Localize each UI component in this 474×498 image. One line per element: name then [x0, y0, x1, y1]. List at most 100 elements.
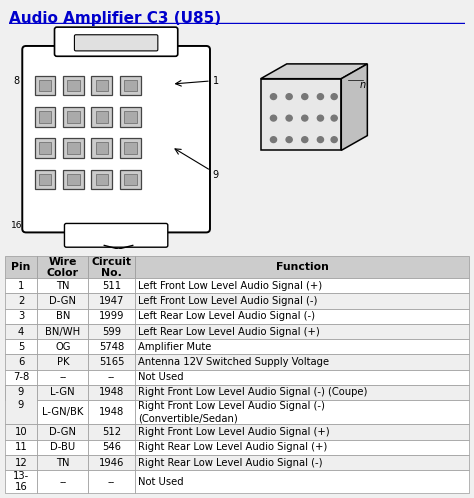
Bar: [135, 470, 469, 493]
Bar: [135, 355, 469, 370]
Text: 546: 546: [102, 442, 121, 452]
Text: 2: 2: [18, 296, 24, 306]
Bar: [5, 470, 37, 493]
Text: 13-
16: 13- 16: [13, 471, 29, 493]
Text: 9: 9: [18, 400, 24, 410]
Bar: [135, 424, 469, 440]
Bar: [120, 76, 141, 95]
Bar: [135, 278, 469, 293]
Circle shape: [318, 115, 324, 121]
Bar: [63, 170, 84, 189]
Text: 1: 1: [213, 76, 219, 86]
Text: TN: TN: [56, 458, 70, 468]
Bar: [5, 324, 37, 339]
Circle shape: [270, 94, 277, 100]
Bar: [91, 107, 112, 126]
Text: 1948: 1948: [99, 407, 124, 417]
Bar: [37, 278, 88, 293]
FancyBboxPatch shape: [64, 224, 168, 247]
Text: 1: 1: [18, 281, 24, 291]
Bar: [37, 385, 88, 400]
Bar: [35, 76, 55, 95]
Text: 10: 10: [15, 427, 27, 437]
Bar: [135, 455, 469, 470]
Text: Right Front Low Level Audio Signal (-) (Coupe): Right Front Low Level Audio Signal (-) (…: [138, 387, 367, 397]
Bar: [135, 400, 469, 424]
Bar: [63, 138, 84, 158]
Bar: [120, 107, 141, 126]
Text: 511: 511: [102, 281, 121, 291]
Bar: [135, 370, 469, 385]
Bar: [67, 111, 80, 123]
Circle shape: [286, 94, 292, 100]
Text: BN: BN: [55, 311, 70, 321]
Bar: [37, 324, 88, 339]
Text: Not Used: Not Used: [138, 477, 184, 487]
Text: 5165: 5165: [99, 357, 124, 367]
Text: Wire
Color: Wire Color: [47, 256, 79, 278]
Bar: [37, 455, 88, 470]
Bar: [5, 370, 37, 385]
Bar: [5, 440, 37, 455]
Circle shape: [286, 115, 292, 121]
Bar: [88, 278, 135, 293]
Text: Left Front Low Level Audio Signal (+): Left Front Low Level Audio Signal (+): [138, 281, 322, 291]
Polygon shape: [341, 64, 367, 150]
Bar: [37, 309, 88, 324]
Bar: [91, 76, 112, 95]
Bar: [88, 370, 135, 385]
Text: 5748: 5748: [99, 342, 124, 352]
FancyBboxPatch shape: [74, 35, 158, 51]
Bar: [37, 424, 88, 440]
Text: Left Rear Low Level Audio Signal (-): Left Rear Low Level Audio Signal (-): [138, 311, 315, 321]
Text: L-GN: L-GN: [51, 387, 75, 397]
Bar: [124, 80, 137, 91]
Text: 599: 599: [102, 327, 121, 337]
Bar: [88, 256, 135, 278]
Text: 3: 3: [18, 311, 24, 321]
Text: Circuit
No.: Circuit No.: [91, 256, 132, 278]
Bar: [37, 440, 88, 455]
Text: 5: 5: [18, 342, 24, 352]
Bar: [135, 309, 469, 324]
Text: 4: 4: [18, 327, 24, 337]
Circle shape: [331, 94, 337, 100]
Circle shape: [301, 94, 308, 100]
Text: 1947: 1947: [99, 296, 124, 306]
Circle shape: [270, 115, 277, 121]
Bar: [5, 256, 37, 278]
Text: 16: 16: [11, 221, 22, 230]
Bar: [88, 385, 135, 400]
Bar: [5, 355, 37, 370]
Text: Right Rear Low Level Audio Signal (-): Right Rear Low Level Audio Signal (-): [138, 458, 323, 468]
Bar: [37, 293, 88, 309]
Bar: [135, 339, 469, 355]
Text: Left Rear Low Level Audio Signal (+): Left Rear Low Level Audio Signal (+): [138, 327, 320, 337]
Bar: [124, 111, 137, 123]
Text: D-BU: D-BU: [50, 442, 75, 452]
Bar: [88, 470, 135, 493]
Circle shape: [286, 137, 292, 142]
Text: Not Used: Not Used: [138, 372, 184, 382]
Text: Left Front Low Level Audio Signal (-): Left Front Low Level Audio Signal (-): [138, 296, 318, 306]
Bar: [35, 107, 55, 126]
Text: --: --: [59, 477, 66, 487]
Bar: [120, 138, 141, 158]
Bar: [37, 355, 88, 370]
Bar: [39, 174, 51, 185]
Text: 1946: 1946: [99, 458, 124, 468]
Circle shape: [301, 115, 308, 121]
Bar: [124, 174, 137, 185]
Text: 9: 9: [213, 170, 219, 180]
Bar: [5, 385, 37, 400]
Bar: [5, 278, 37, 293]
Text: 9: 9: [18, 387, 24, 397]
Bar: [37, 370, 88, 385]
Bar: [88, 339, 135, 355]
Circle shape: [318, 94, 324, 100]
Text: Right Front Low Level Audio Signal (+): Right Front Low Level Audio Signal (+): [138, 427, 330, 437]
Text: 1999: 1999: [99, 311, 124, 321]
Bar: [39, 142, 51, 154]
Bar: [39, 80, 51, 91]
Bar: [63, 107, 84, 126]
